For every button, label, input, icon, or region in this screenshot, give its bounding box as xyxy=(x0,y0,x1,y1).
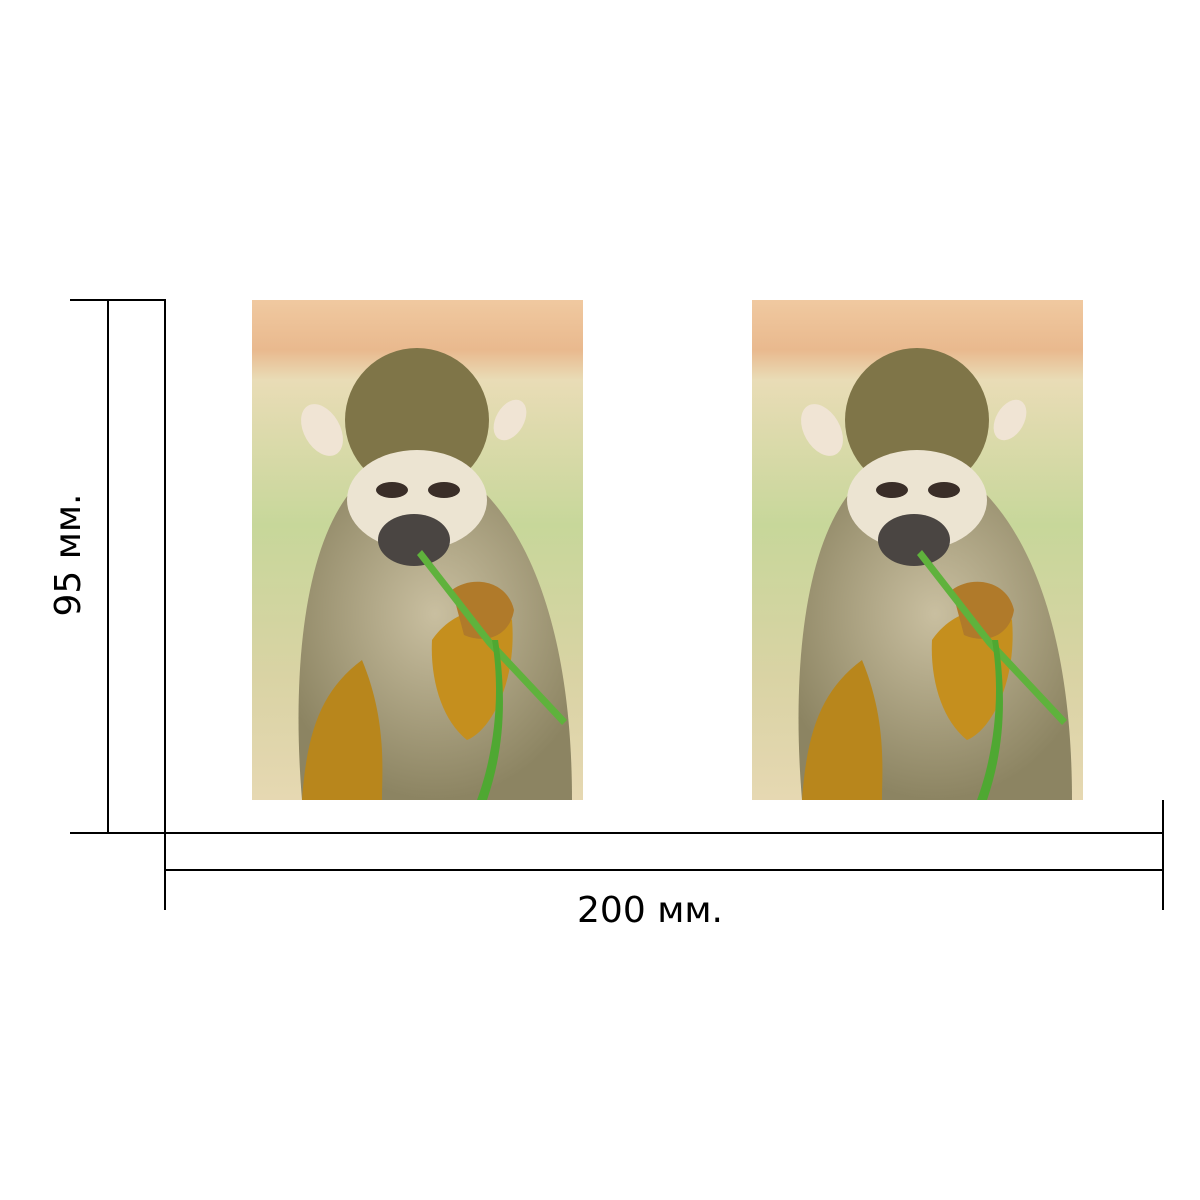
width-dimension: 200 мм. xyxy=(164,800,1164,931)
product-photo xyxy=(752,300,1083,800)
width-label: 200 мм. xyxy=(577,890,723,931)
height-label: 95 мм. xyxy=(48,493,89,616)
product-photo xyxy=(252,300,583,800)
height-dimension: 95 мм. xyxy=(48,299,166,834)
